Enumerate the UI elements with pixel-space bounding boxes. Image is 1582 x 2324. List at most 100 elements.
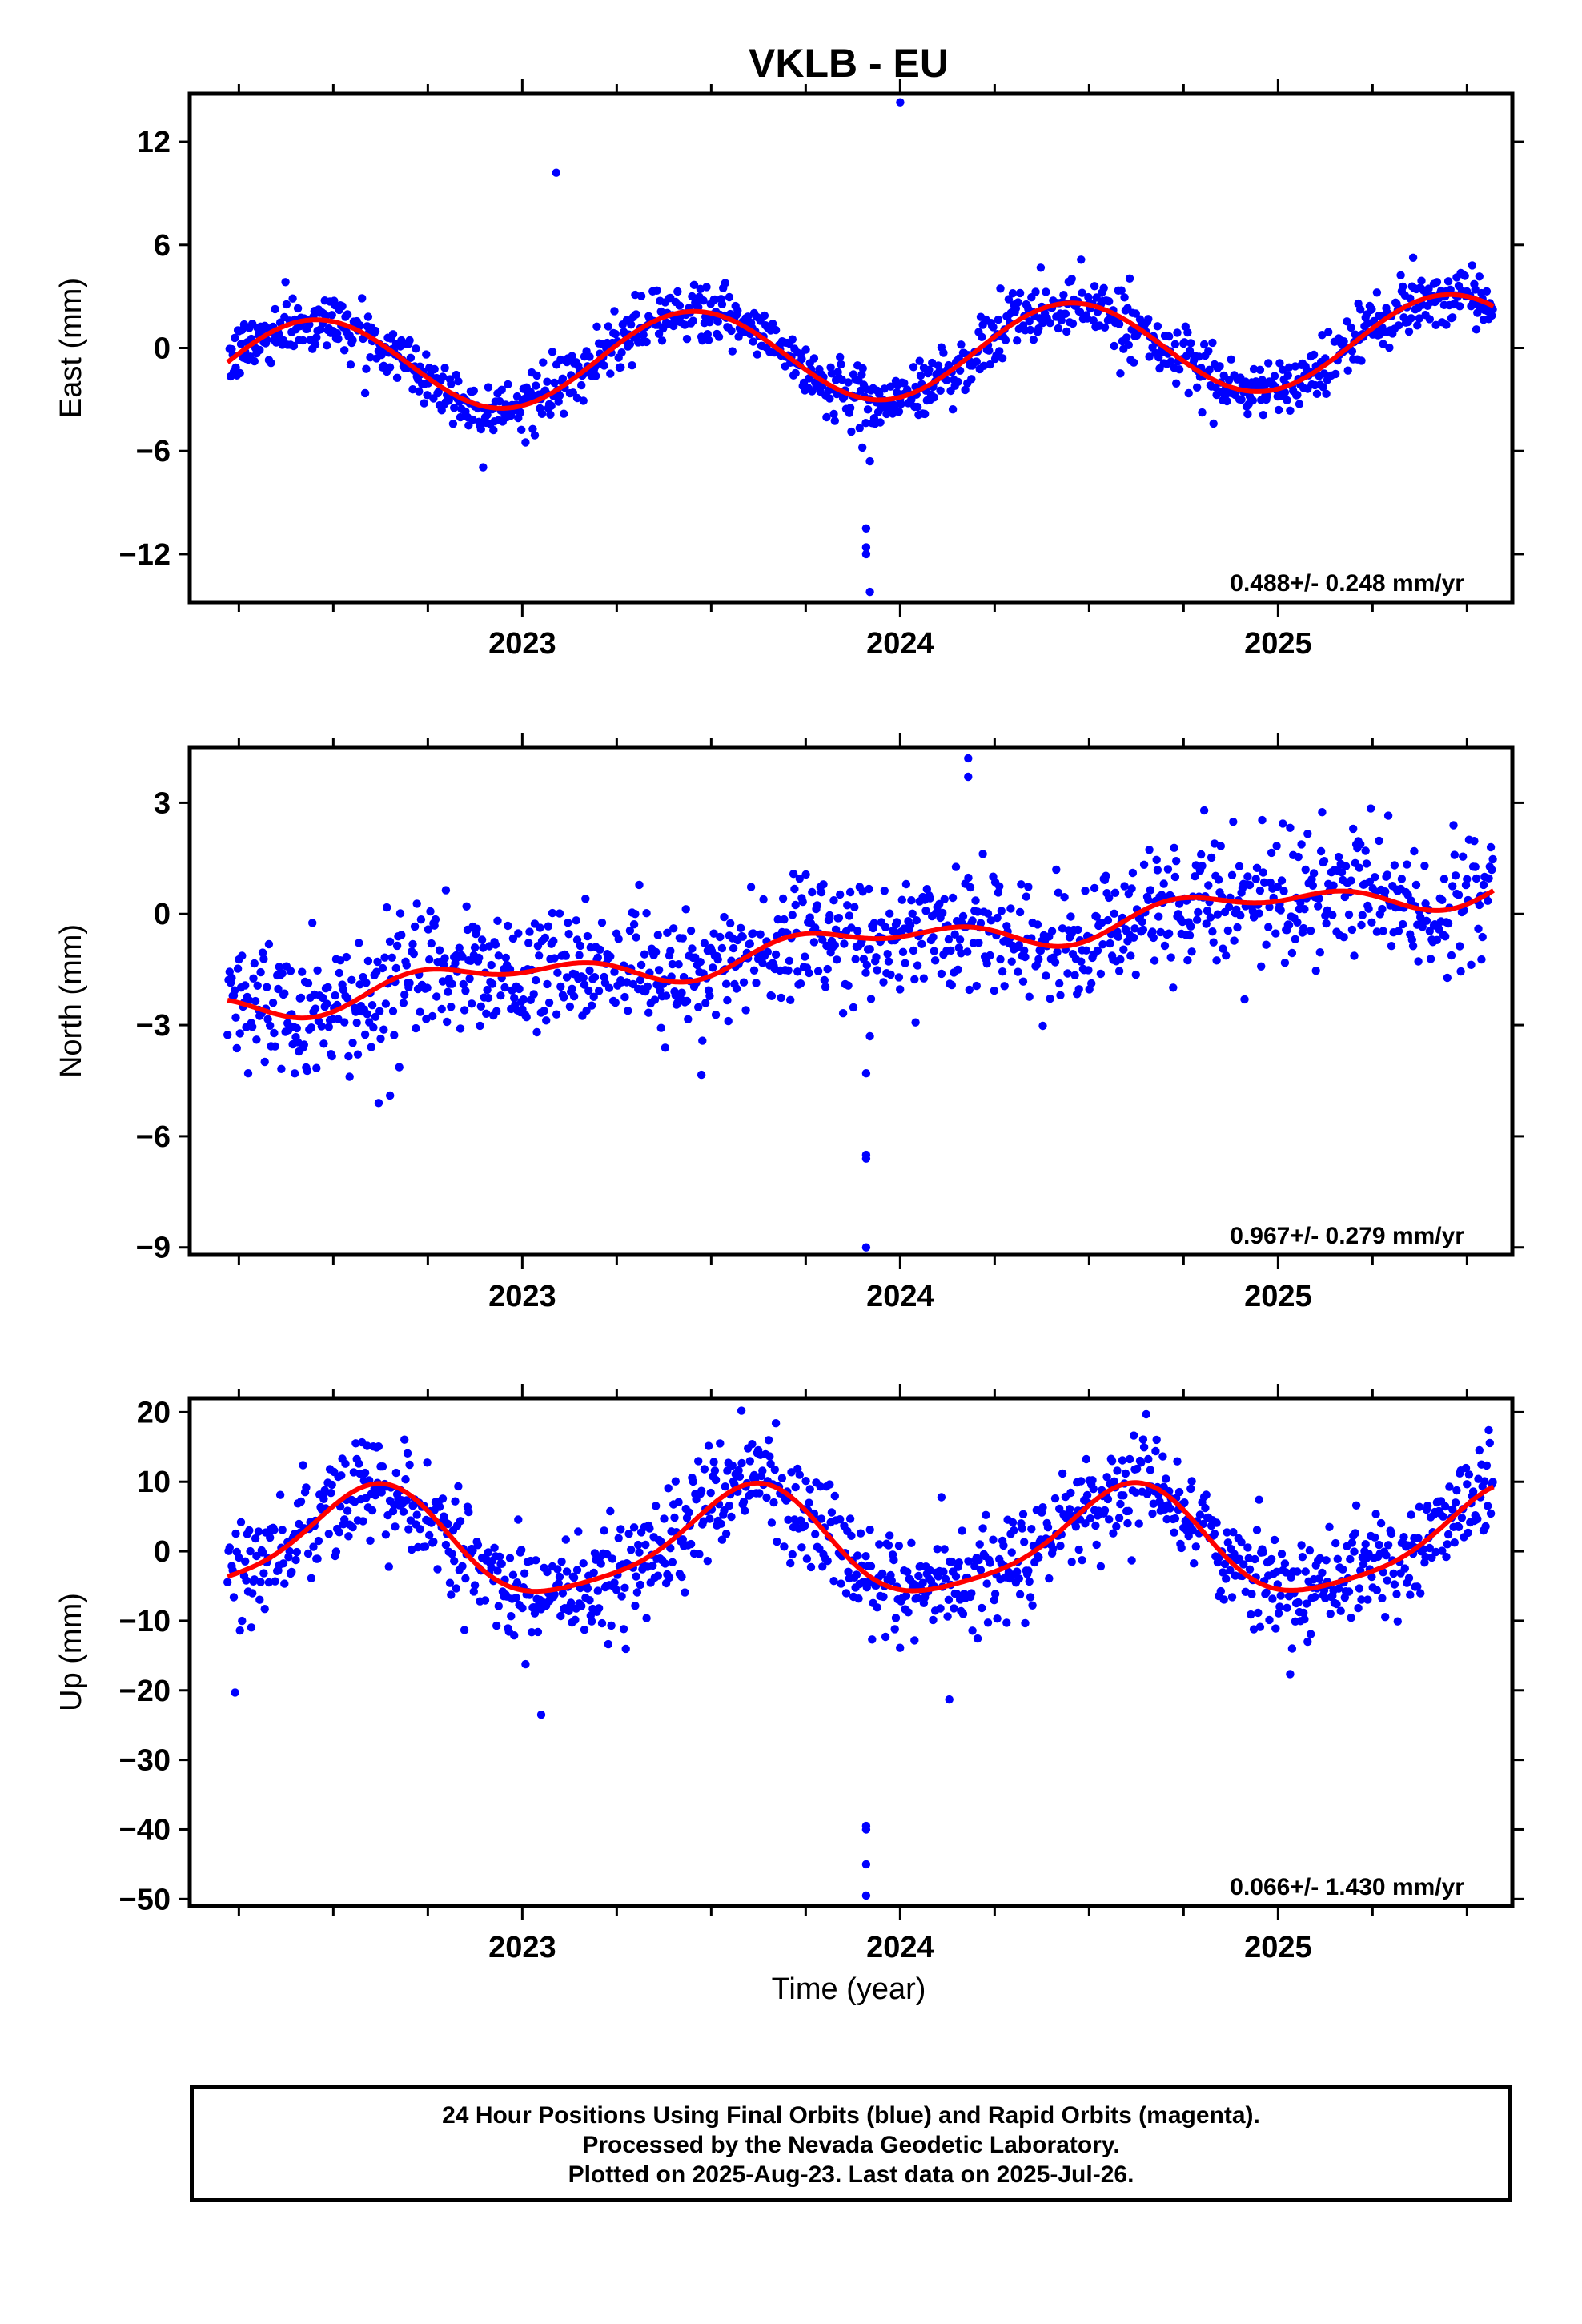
data-point: [1074, 985, 1083, 994]
data-point: [628, 361, 636, 370]
data-point: [1293, 1567, 1302, 1576]
data-point: [1450, 1538, 1460, 1547]
data-point: [373, 957, 382, 967]
data-point: [399, 1507, 408, 1516]
data-point: [632, 310, 640, 319]
data-point: [431, 915, 440, 924]
data-point: [1438, 1546, 1447, 1555]
data-point: [1252, 863, 1262, 873]
data-point: [850, 903, 859, 911]
data-point: [554, 1579, 563, 1588]
data-point: [793, 967, 802, 976]
data-point: [299, 1461, 307, 1470]
data-point: [529, 990, 538, 999]
data-point: [299, 336, 307, 345]
data-point: [1286, 406, 1295, 415]
data-point: [1162, 1514, 1171, 1524]
data-point: [1209, 938, 1218, 947]
data-point: [1173, 328, 1182, 337]
data-point: [1229, 817, 1238, 826]
data-point: [372, 967, 381, 976]
data-point: [1031, 287, 1040, 296]
data-point: [1212, 956, 1221, 965]
data-point: [1068, 319, 1078, 328]
data-point: [674, 1498, 683, 1506]
data-point: [855, 424, 865, 432]
data-point: [1058, 1469, 1067, 1478]
data-point: [1241, 377, 1251, 386]
data-point: [360, 388, 370, 398]
data-point: [1038, 1503, 1047, 1512]
data-point: [480, 1596, 490, 1605]
data-point: [682, 996, 692, 1006]
data-point: [406, 353, 416, 362]
data-point: [1328, 911, 1337, 919]
data-point: [910, 975, 919, 984]
data-point: [1383, 1576, 1392, 1585]
data-point: [429, 1538, 438, 1546]
data-point: [661, 1559, 669, 1568]
data-point: [334, 334, 343, 344]
data-point: [477, 935, 487, 944]
data-point: [889, 1555, 898, 1565]
data-point: [833, 955, 841, 964]
data-point: [697, 1070, 706, 1080]
data-point: [1088, 1476, 1097, 1485]
data-point: [989, 323, 998, 332]
data-point: [1195, 1510, 1205, 1519]
data-point: [1186, 339, 1195, 348]
data-point: [643, 982, 652, 991]
data-point: [972, 357, 982, 366]
data-point: [967, 375, 976, 384]
data-point: [1291, 935, 1300, 944]
data-point: [549, 936, 558, 946]
y-tick-label: 20: [137, 1396, 171, 1429]
data-point: [236, 1518, 246, 1527]
data-point: [1472, 874, 1481, 883]
data-point: [1137, 1458, 1146, 1467]
data-point: [1413, 1582, 1422, 1591]
data-point: [1420, 862, 1429, 870]
data-point: [351, 1007, 360, 1016]
data-point: [978, 1603, 986, 1613]
outlier-point: [964, 754, 973, 763]
data-point: [1383, 1541, 1393, 1550]
data-point: [385, 937, 395, 947]
data-point: [1303, 1637, 1312, 1647]
data-point: [831, 925, 841, 935]
data-point: [610, 1578, 619, 1587]
data-point: [1191, 872, 1199, 881]
outlier-point: [861, 1891, 871, 1900]
data-point: [416, 1007, 424, 1016]
data-point: [1205, 365, 1214, 374]
data-point: [492, 1621, 501, 1630]
data-point: [616, 363, 625, 372]
data-point: [1116, 369, 1125, 378]
data-point: [582, 1006, 591, 1015]
outlier-point: [858, 443, 867, 452]
data-point: [1090, 883, 1099, 893]
data-point: [408, 385, 417, 394]
data-points: [225, 98, 1497, 597]
data-point: [360, 1468, 370, 1478]
data-point: [495, 1552, 504, 1562]
data-point: [1192, 383, 1202, 392]
data-point: [1291, 362, 1300, 371]
data-point: [520, 1569, 529, 1578]
data-point: [1448, 882, 1457, 891]
data-point: [805, 1485, 814, 1494]
data-point: [857, 370, 866, 379]
data-point: [575, 951, 584, 959]
data-point: [834, 914, 844, 923]
data-point: [699, 296, 708, 305]
data-point: [388, 330, 398, 339]
data-point: [936, 1604, 945, 1613]
data-point: [866, 1562, 876, 1571]
data-point: [845, 1514, 855, 1523]
data-point: [1194, 907, 1203, 917]
data-point: [435, 1502, 444, 1511]
data-point: [1213, 910, 1223, 919]
data-point: [806, 1562, 816, 1572]
data-point: [636, 1580, 644, 1590]
data-point: [612, 1586, 621, 1594]
